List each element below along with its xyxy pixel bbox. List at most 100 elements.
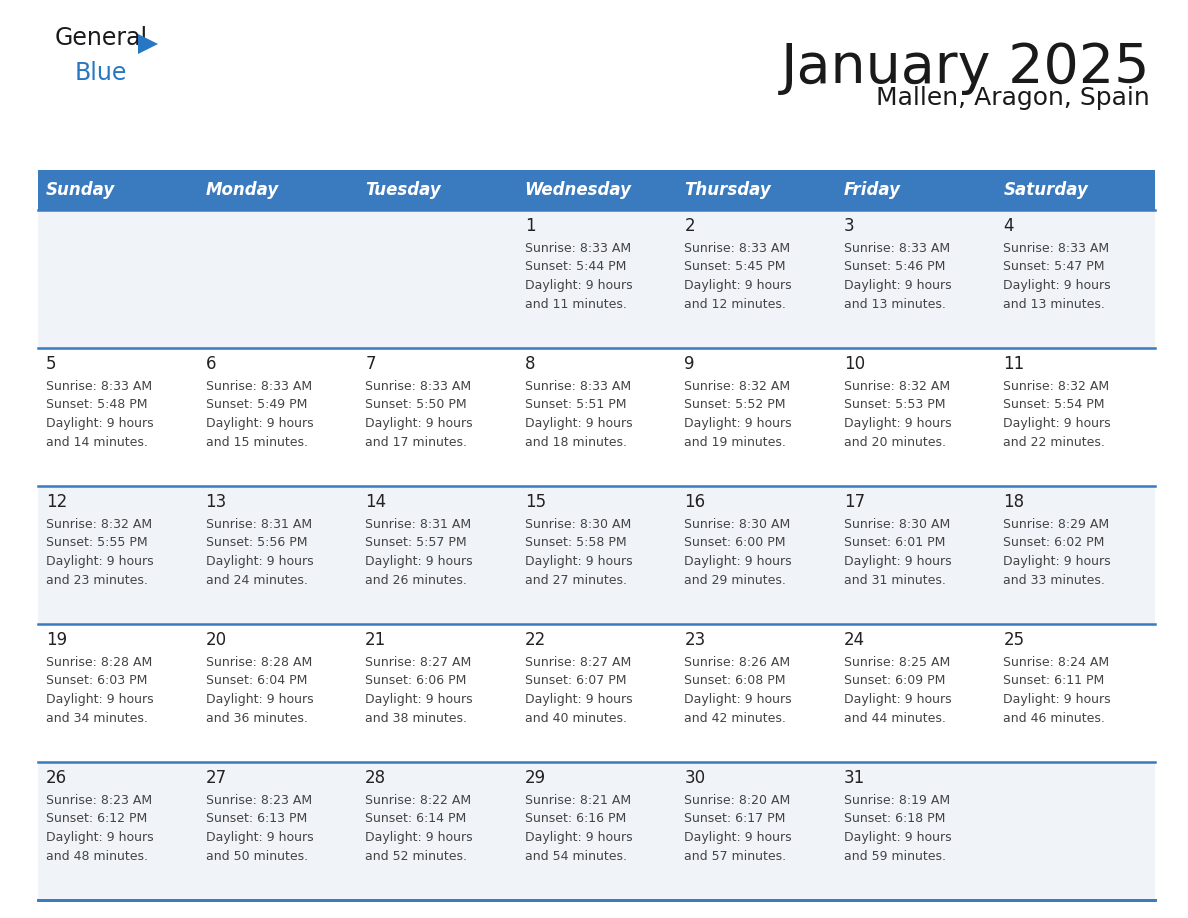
Text: General: General — [55, 26, 148, 50]
Text: Daylight: 9 hours: Daylight: 9 hours — [46, 555, 153, 568]
Text: Daylight: 9 hours: Daylight: 9 hours — [206, 693, 314, 707]
Text: Sunrise: 8:22 AM: Sunrise: 8:22 AM — [365, 793, 472, 807]
Text: Sunset: 6:14 PM: Sunset: 6:14 PM — [365, 812, 467, 825]
Text: Monday: Monday — [206, 181, 279, 199]
Text: Blue: Blue — [75, 61, 127, 85]
Text: 28: 28 — [365, 769, 386, 787]
Text: Sunrise: 8:23 AM: Sunrise: 8:23 AM — [206, 793, 311, 807]
Bar — [38, 210, 1155, 348]
Text: Sunset: 5:52 PM: Sunset: 5:52 PM — [684, 398, 785, 411]
Text: Sunset: 5:58 PM: Sunset: 5:58 PM — [525, 536, 626, 550]
Text: and 22 minutes.: and 22 minutes. — [1004, 436, 1105, 450]
Text: Sunset: 6:17 PM: Sunset: 6:17 PM — [684, 812, 785, 825]
Text: Sunrise: 8:19 AM: Sunrise: 8:19 AM — [843, 793, 950, 807]
Text: Daylight: 9 hours: Daylight: 9 hours — [46, 418, 153, 431]
Text: Sunset: 6:11 PM: Sunset: 6:11 PM — [1004, 675, 1105, 688]
Text: Sunrise: 8:30 AM: Sunrise: 8:30 AM — [843, 518, 950, 531]
Text: Sunset: 5:56 PM: Sunset: 5:56 PM — [206, 536, 307, 550]
Text: Sunset: 6:06 PM: Sunset: 6:06 PM — [365, 675, 467, 688]
Polygon shape — [138, 34, 158, 54]
Text: Daylight: 9 hours: Daylight: 9 hours — [365, 832, 473, 845]
Text: Daylight: 9 hours: Daylight: 9 hours — [206, 555, 314, 568]
Text: Daylight: 9 hours: Daylight: 9 hours — [46, 693, 153, 707]
Text: Sunset: 5:47 PM: Sunset: 5:47 PM — [1004, 261, 1105, 274]
Text: and 12 minutes.: and 12 minutes. — [684, 298, 786, 311]
Text: and 34 minutes.: and 34 minutes. — [46, 712, 147, 725]
Text: and 18 minutes.: and 18 minutes. — [525, 436, 627, 450]
Text: Sunrise: 8:31 AM: Sunrise: 8:31 AM — [365, 518, 472, 531]
Text: and 26 minutes.: and 26 minutes. — [365, 575, 467, 588]
Text: and 13 minutes.: and 13 minutes. — [843, 298, 946, 311]
Text: Sunrise: 8:33 AM: Sunrise: 8:33 AM — [684, 241, 790, 254]
Text: Wednesday: Wednesday — [525, 181, 632, 199]
Text: and 11 minutes.: and 11 minutes. — [525, 298, 626, 311]
Text: and 57 minutes.: and 57 minutes. — [684, 850, 786, 864]
Text: and 48 minutes.: and 48 minutes. — [46, 850, 148, 864]
Text: Daylight: 9 hours: Daylight: 9 hours — [684, 279, 792, 293]
Text: Sunrise: 8:32 AM: Sunrise: 8:32 AM — [684, 379, 790, 393]
Text: Daylight: 9 hours: Daylight: 9 hours — [365, 555, 473, 568]
Text: Daylight: 9 hours: Daylight: 9 hours — [684, 832, 792, 845]
Text: 20: 20 — [206, 631, 227, 649]
Text: and 15 minutes.: and 15 minutes. — [206, 436, 308, 450]
Text: Sunrise: 8:28 AM: Sunrise: 8:28 AM — [46, 655, 152, 668]
Text: and 59 minutes.: and 59 minutes. — [843, 850, 946, 864]
Text: Tuesday: Tuesday — [365, 181, 441, 199]
Text: Sunset: 6:09 PM: Sunset: 6:09 PM — [843, 675, 946, 688]
Text: Sunset: 6:13 PM: Sunset: 6:13 PM — [206, 812, 307, 825]
Text: Sunrise: 8:24 AM: Sunrise: 8:24 AM — [1004, 655, 1110, 668]
Text: Sunset: 5:44 PM: Sunset: 5:44 PM — [525, 261, 626, 274]
Text: Daylight: 9 hours: Daylight: 9 hours — [843, 418, 952, 431]
Text: 7: 7 — [365, 355, 375, 373]
Text: Sunset: 6:16 PM: Sunset: 6:16 PM — [525, 812, 626, 825]
Text: 23: 23 — [684, 631, 706, 649]
Text: Daylight: 9 hours: Daylight: 9 hours — [684, 693, 792, 707]
Text: Sunrise: 8:33 AM: Sunrise: 8:33 AM — [525, 379, 631, 393]
Text: Sunset: 6:12 PM: Sunset: 6:12 PM — [46, 812, 147, 825]
Text: Sunrise: 8:33 AM: Sunrise: 8:33 AM — [206, 379, 311, 393]
Text: Friday: Friday — [843, 181, 901, 199]
Text: Saturday: Saturday — [1004, 181, 1088, 199]
Text: Sunset: 6:08 PM: Sunset: 6:08 PM — [684, 675, 785, 688]
Text: and 38 minutes.: and 38 minutes. — [365, 712, 467, 725]
Text: 3: 3 — [843, 217, 854, 235]
Text: Sunset: 5:57 PM: Sunset: 5:57 PM — [365, 536, 467, 550]
Text: 2: 2 — [684, 217, 695, 235]
Text: and 52 minutes.: and 52 minutes. — [365, 850, 467, 864]
Text: Sunset: 5:46 PM: Sunset: 5:46 PM — [843, 261, 946, 274]
Text: 5: 5 — [46, 355, 57, 373]
Text: Daylight: 9 hours: Daylight: 9 hours — [843, 832, 952, 845]
Text: Sunset: 5:54 PM: Sunset: 5:54 PM — [1004, 398, 1105, 411]
Text: 30: 30 — [684, 769, 706, 787]
Text: 26: 26 — [46, 769, 68, 787]
Text: 16: 16 — [684, 493, 706, 511]
Text: 1: 1 — [525, 217, 536, 235]
Text: Sunset: 5:53 PM: Sunset: 5:53 PM — [843, 398, 946, 411]
Text: Thursday: Thursday — [684, 181, 771, 199]
Text: and 54 minutes.: and 54 minutes. — [525, 850, 627, 864]
Bar — [38, 624, 1155, 762]
Text: Daylight: 9 hours: Daylight: 9 hours — [843, 279, 952, 293]
Text: 15: 15 — [525, 493, 545, 511]
Bar — [38, 486, 1155, 624]
Text: Sunset: 6:18 PM: Sunset: 6:18 PM — [843, 812, 946, 825]
Text: Daylight: 9 hours: Daylight: 9 hours — [206, 418, 314, 431]
Text: Daylight: 9 hours: Daylight: 9 hours — [525, 832, 632, 845]
Text: and 24 minutes.: and 24 minutes. — [206, 575, 308, 588]
Text: 19: 19 — [46, 631, 68, 649]
Text: Sunrise: 8:33 AM: Sunrise: 8:33 AM — [525, 241, 631, 254]
Text: Sunrise: 8:27 AM: Sunrise: 8:27 AM — [525, 655, 631, 668]
Text: Sunrise: 8:27 AM: Sunrise: 8:27 AM — [365, 655, 472, 668]
Text: Mallen, Aragon, Spain: Mallen, Aragon, Spain — [877, 86, 1150, 110]
Text: Sunrise: 8:33 AM: Sunrise: 8:33 AM — [843, 241, 950, 254]
Text: and 14 minutes.: and 14 minutes. — [46, 436, 147, 450]
Text: and 20 minutes.: and 20 minutes. — [843, 436, 946, 450]
Text: Sunset: 6:01 PM: Sunset: 6:01 PM — [843, 536, 946, 550]
Text: and 19 minutes.: and 19 minutes. — [684, 436, 786, 450]
Text: 14: 14 — [365, 493, 386, 511]
Text: Sunset: 5:45 PM: Sunset: 5:45 PM — [684, 261, 785, 274]
Text: Daylight: 9 hours: Daylight: 9 hours — [525, 693, 632, 707]
Text: Daylight: 9 hours: Daylight: 9 hours — [525, 418, 632, 431]
Text: Daylight: 9 hours: Daylight: 9 hours — [525, 555, 632, 568]
Text: Sunset: 6:02 PM: Sunset: 6:02 PM — [1004, 536, 1105, 550]
